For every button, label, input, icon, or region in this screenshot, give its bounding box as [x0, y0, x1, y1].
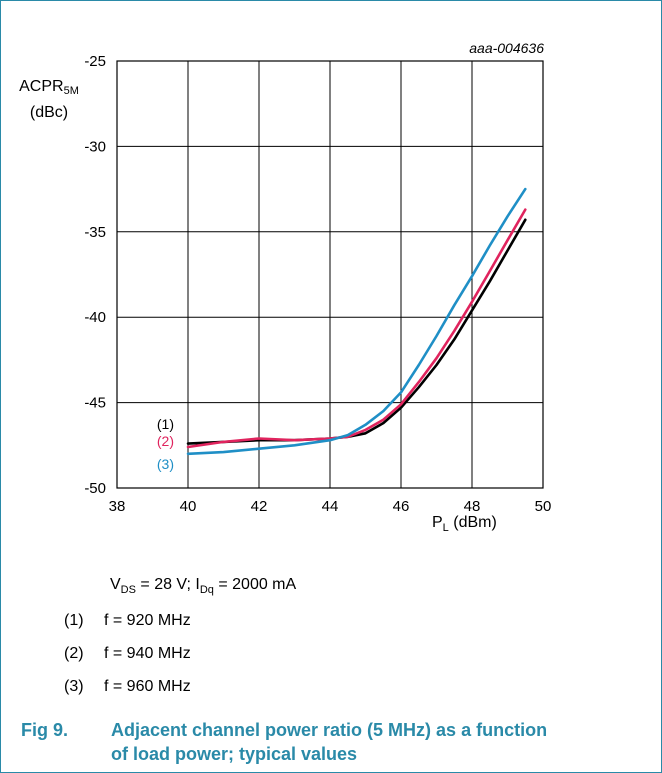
y-axis-unit: (dBc): [29, 104, 69, 121]
legend-num: (2): [64, 645, 84, 662]
y-axis-label: ACPR5M (dBc): [14, 76, 84, 123]
legend-num: (1): [64, 612, 84, 629]
y-tick-label: -30: [84, 138, 106, 155]
x-axis-label-main: P: [432, 514, 443, 531]
figure-caption-text: Adjacent channel power ratio (5 MHz) as …: [111, 720, 548, 764]
y-tick-label: -40: [84, 309, 106, 326]
x-tick-label: 42: [251, 498, 268, 515]
idq-value: = 2000 mA: [213, 576, 297, 593]
legend-item: (1) f = 920 MHz: [64, 612, 191, 630]
x-axis-label-sub: L: [442, 522, 449, 534]
series-label: (2): [157, 433, 174, 449]
vds-symbol: V: [110, 576, 121, 593]
series-label: (1): [157, 416, 174, 432]
series-line: [186, 187, 527, 456]
chart-grid: [116, 60, 544, 489]
y-tick-label: -25: [84, 53, 106, 70]
legend-text: f = 920 MHz: [104, 612, 191, 629]
idq-sub: Dq: [199, 584, 214, 596]
legend-item: (3) f = 960 MHz: [64, 678, 191, 696]
x-tick-label: 44: [322, 498, 339, 515]
figure-id: aaa-004636: [469, 40, 544, 56]
x-axis-unit: (dBm): [448, 514, 497, 531]
series-label: (3): [157, 456, 174, 472]
y-axis-label-sub: 5M: [63, 85, 79, 97]
x-tick-label: 38: [109, 498, 126, 515]
series-line: [186, 218, 527, 445]
figure-number: Fig 9.: [21, 720, 69, 740]
vds-value: = 28 V; I: [135, 576, 200, 593]
conditions-note: VDS = 28 V; IDq = 2000 mA: [110, 576, 296, 596]
x-tick-label: 48: [464, 498, 481, 515]
series-line: [186, 208, 527, 449]
legend-text: f = 940 MHz: [104, 645, 191, 662]
legend-num: (3): [64, 678, 84, 695]
x-tick-label: 40: [180, 498, 197, 515]
chart-ticks: 38 40 42 44 46 48 50 -25 -30 -35 -40 -45 -50: [84, 53, 551, 515]
x-tick-label: 50: [535, 498, 552, 515]
legend-item: (2) f = 940 MHz: [64, 645, 191, 663]
plot-border: [116, 60, 544, 489]
y-tick-label: -35: [84, 224, 106, 241]
y-tick-label: -45: [84, 395, 106, 412]
legend-text: f = 960 MHz: [104, 678, 191, 695]
y-axis-label-main: ACPR: [19, 78, 64, 95]
x-axis-label: PL (dBm): [432, 514, 497, 534]
chart-series: [186, 187, 527, 456]
x-tick-label: 46: [393, 498, 410, 515]
vds-sub: DS: [120, 584, 136, 596]
y-tick-label: -50: [84, 480, 106, 497]
chart-series-labels: (1)(2) (3): [157, 416, 174, 472]
